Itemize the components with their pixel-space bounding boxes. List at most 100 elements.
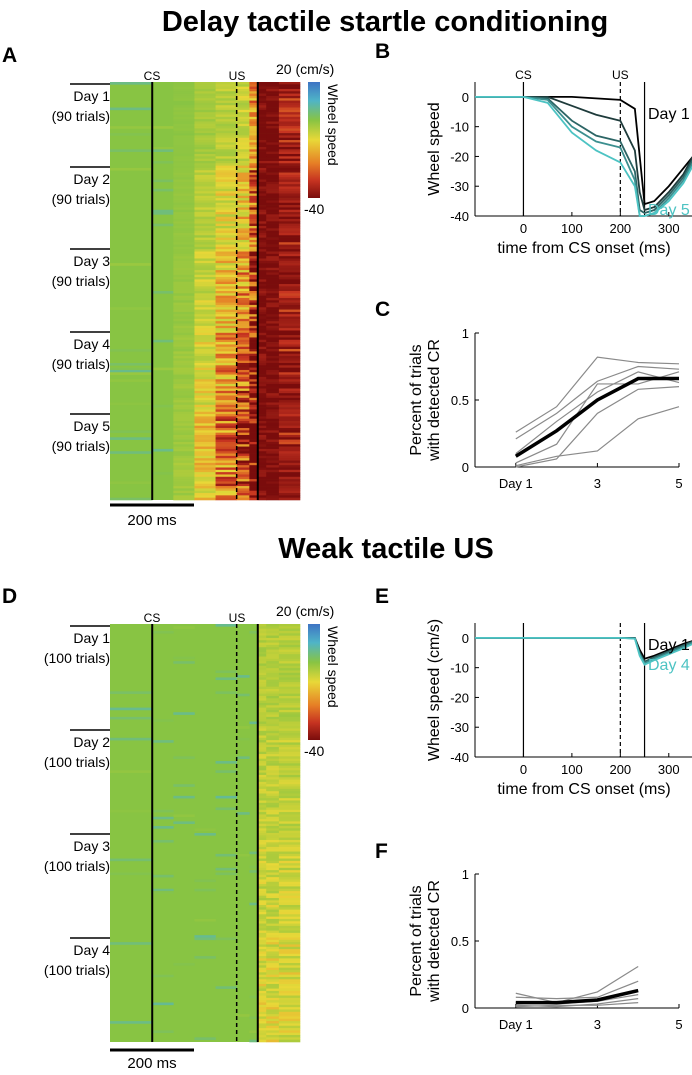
heatmap-cell [257, 481, 267, 485]
heatmap-cell [194, 425, 216, 429]
heatmap-cell [266, 483, 280, 487]
heatmap-cell [266, 358, 280, 361]
heatmap-cell [257, 814, 267, 818]
heatmap-cell [266, 479, 280, 482]
heatmap-row [257, 798, 301, 801]
heatmap-cell [257, 193, 267, 197]
heatmap-cell [278, 425, 301, 429]
heatmap-cell [236, 270, 250, 273]
heatmap-cell [215, 167, 237, 171]
heatmap-cell [266, 944, 280, 948]
heatmap-cell [173, 235, 195, 238]
heatmap-row [173, 235, 301, 238]
heatmap-cell [194, 151, 216, 155]
x-axis-title: time from CS onset (ms) [497, 781, 670, 798]
heatmap-row [173, 784, 301, 787]
heatmap-cell [266, 686, 280, 690]
heatmap-cell [257, 400, 267, 403]
heatmap-cell [249, 395, 259, 399]
heatmap-cell [278, 256, 301, 259]
heatmap-cell [173, 351, 195, 354]
heatmap-row [173, 112, 301, 115]
heatmap-cell [278, 258, 301, 262]
heatmap-cell [257, 140, 267, 143]
heatmap-cell [278, 842, 301, 845]
heatmap-cell [110, 430, 153, 433]
heatmap-cell [257, 351, 267, 354]
series-line-day-2 [475, 95, 692, 212]
heatmap-cell [215, 479, 237, 482]
heatmap-row [257, 723, 301, 727]
heatmap-cell [257, 733, 267, 736]
heatmap-cell [266, 763, 280, 766]
heatmap-cell [266, 988, 280, 992]
heatmap-cell [215, 98, 237, 101]
heatmap-cell [266, 272, 280, 276]
heatmap-row [194, 1037, 301, 1040]
heatmap-cell [266, 1000, 280, 1003]
heatmap-cell [257, 709, 267, 713]
heatmap-cell [257, 95, 267, 99]
heatmap-row [110, 691, 301, 694]
heatmap-cell [257, 409, 267, 413]
heatmap-cell [215, 165, 237, 169]
heatmap-cell [278, 677, 301, 681]
heatmap-cell [249, 212, 259, 215]
heatmap-cell [194, 158, 216, 162]
heatmap-cell [236, 207, 250, 211]
heatmap-row [173, 170, 301, 173]
heatmap-cell [215, 323, 237, 327]
heatmap-cell [194, 314, 216, 317]
heatmap-cell [194, 349, 216, 352]
y-tick-label: -10 [450, 120, 469, 135]
heatmap-cell [173, 107, 195, 111]
heatmap-cell [194, 432, 216, 436]
heatmap-cell [266, 990, 280, 994]
heatmap-cell [257, 116, 267, 120]
heatmap-cell [278, 88, 301, 92]
heatmap-row [152, 212, 301, 215]
heatmap-cell [236, 260, 250, 264]
heatmap-row [173, 488, 301, 492]
heatmap-cell [278, 693, 301, 697]
heatmap-cell [173, 448, 195, 452]
heatmap-row [173, 84, 301, 87]
heatmap-cell [266, 716, 280, 720]
heatmap-cell [278, 821, 301, 825]
heatmap-row [257, 767, 301, 771]
heatmap-cell [257, 153, 267, 157]
heatmap-cell [194, 451, 216, 454]
heatmap-cell [173, 414, 195, 417]
heatmap-cell [236, 198, 250, 201]
heatmap-cell [215, 421, 237, 424]
heatmap-cell [236, 214, 250, 217]
heatmap-cell [110, 737, 153, 741]
heatmap-cell [266, 98, 280, 101]
heatmap-cell [236, 448, 250, 452]
heatmap-cell [249, 325, 259, 329]
heatmap-cell [278, 100, 301, 104]
heatmap-cell [236, 321, 250, 324]
heatmap-cell [278, 421, 301, 424]
heatmap-cell [236, 395, 250, 399]
heatmap-cell [266, 812, 280, 815]
heatmap-cell [278, 367, 301, 371]
heatmap-cell [266, 951, 280, 955]
heatmap-cell [236, 297, 250, 301]
heatmap-cell [215, 184, 237, 187]
heatmap-cell [257, 123, 267, 127]
heatmap-row [257, 893, 301, 896]
heatmap-cell [215, 362, 237, 366]
heatmap-cell [249, 177, 259, 180]
heatmap-cell [249, 497, 259, 501]
heatmap-cell [249, 493, 259, 496]
heatmap-cell [266, 865, 280, 869]
heatmap-cell [266, 974, 280, 978]
heatmap-cell [215, 383, 237, 387]
heatmap-cell [266, 1007, 280, 1010]
heatmap-row [215, 807, 301, 811]
heatmap-row [173, 214, 301, 217]
heatmap-cell [266, 362, 280, 366]
